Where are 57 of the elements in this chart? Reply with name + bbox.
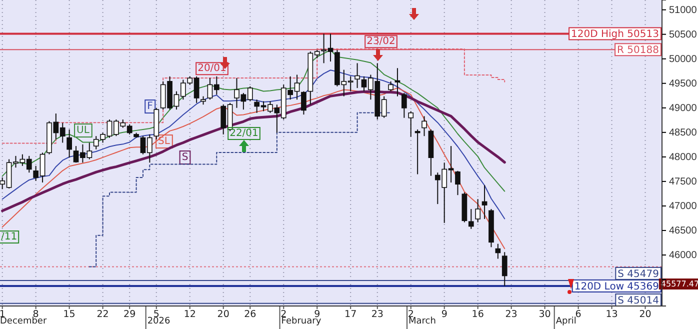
candlestick: [495, 243, 501, 260]
x-tick-label: 20: [639, 309, 652, 320]
candlestick: [388, 80, 394, 92]
x-tick-label: 13: [606, 309, 618, 320]
y-tick-label: 51000: [669, 5, 698, 16]
y-tick-label: 48500: [669, 128, 698, 139]
ref-line-label: 120D Low 45369: [574, 281, 659, 292]
ref-line-label: 120D High 50513: [571, 29, 659, 40]
ref-line-label: S 45479: [618, 268, 659, 280]
text: April: [556, 316, 576, 326]
candlestick: [502, 252, 508, 286]
y-tick-label: 49000: [669, 103, 698, 114]
y-tick-label: 48000: [669, 152, 698, 164]
ref-line-label: S 45014: [618, 296, 659, 306]
x-tick-label: 20: [217, 309, 230, 320]
annotation: 23/02: [366, 36, 396, 48]
x-tick-label: 9: [441, 309, 448, 320]
x-tick-label: 16: [472, 309, 484, 320]
x-tick-label: 23: [505, 309, 518, 320]
candlestick: [414, 128, 420, 175]
candlestick: [354, 62, 360, 89]
candlestick: [301, 90, 306, 116]
x-tick-label: 17: [344, 309, 357, 320]
candlestick: [482, 184, 488, 220]
x-tick-label: 29: [124, 309, 136, 320]
ref-line-label: R 50188: [617, 45, 659, 56]
y-tick-label: 50500: [669, 30, 698, 41]
candlestick: [66, 128, 72, 158]
x-tick-label: 12: [184, 309, 196, 320]
x-tick-label: 30: [538, 309, 551, 320]
series-label: S: [182, 152, 188, 163]
annotation: 22/01: [230, 128, 258, 139]
candlestick: [422, 116, 427, 137]
x-tick-label: 26: [244, 309, 256, 320]
x-tick-label: 6: [575, 309, 582, 320]
annotation: /11: [1, 232, 18, 242]
candlestick: [408, 110, 414, 138]
candlestick: [394, 68, 400, 97]
candlestick: [468, 208, 474, 230]
annotation: 45577.47: [660, 280, 698, 288]
x-tick-label: 22: [96, 309, 109, 320]
line-series: [1, 90, 506, 212]
series-label: UL: [76, 125, 90, 136]
candlestick: [475, 198, 481, 223]
y-tick-label: 46000: [669, 250, 698, 262]
y-tick-label: 47500: [669, 176, 698, 188]
x-tick-label: 15: [63, 309, 76, 320]
y-tick-label: 46500: [669, 226, 698, 237]
text: F: [147, 101, 154, 112]
candlestick: [401, 92, 407, 118]
y-tick-label: 47000: [669, 201, 698, 212]
y-tick-label: 49500: [669, 78, 698, 90]
y-tick-label: 50000: [669, 54, 698, 66]
series-label: SL: [158, 136, 170, 147]
text: March: [408, 316, 436, 326]
candlestick: [455, 170, 460, 196]
x-tick-label: 23: [371, 309, 384, 320]
